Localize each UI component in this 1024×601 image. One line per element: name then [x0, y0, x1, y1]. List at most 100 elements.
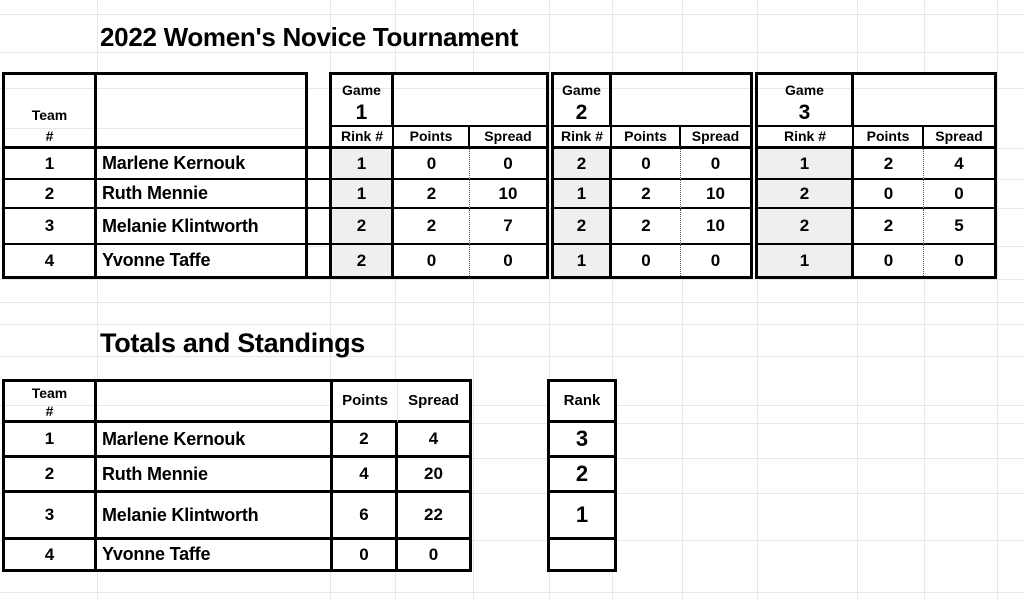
rink-cell: 2	[332, 245, 394, 276]
sheet-gridline-v	[997, 0, 998, 601]
sheet-gridline-v	[330, 0, 331, 601]
sheet-gridline-v	[924, 0, 925, 601]
game-number: 1	[355, 101, 368, 124]
rink-cell: 1	[554, 245, 612, 276]
sheet-gridline-v	[682, 0, 683, 601]
team-header-line2: #	[45, 403, 54, 419]
row-divider-bridge	[308, 178, 329, 180]
player-name-cell: Ruth Mennie	[97, 458, 333, 493]
points-cell: 2	[394, 209, 470, 245]
rink-cell: 2	[554, 209, 612, 245]
spread-column-header: Spread	[470, 127, 546, 149]
rank-cell: 2	[550, 458, 614, 493]
points-cell: 0	[394, 245, 470, 276]
team-number-header: Team #	[5, 75, 97, 149]
player-name-cell: Melanie Klintworth	[97, 493, 333, 540]
team-number-cell: 3	[5, 493, 97, 540]
team-number-cell: 2	[5, 180, 97, 209]
total-spread-cell: 4	[398, 423, 469, 458]
points-cell: 2	[394, 180, 470, 209]
spread-cell: 10	[470, 180, 546, 209]
row-divider-bridge	[308, 276, 329, 279]
player-name-cell: Melanie Klintworth	[97, 209, 305, 245]
game2-blank-header	[612, 75, 750, 127]
spread-cell: 0	[681, 149, 750, 180]
rink-column-header: Rink #	[758, 127, 854, 149]
spread-cell: 10	[681, 209, 750, 245]
points-column-header: Points	[612, 127, 681, 149]
game1-block: Game 1 Rink # Points Spread 1 0 0 1 2 10…	[329, 72, 549, 279]
rank-cell	[550, 540, 614, 569]
rink-cell: 1	[332, 149, 394, 180]
spread-cell: 0	[954, 250, 964, 270]
sheet-gridline-v	[549, 0, 550, 601]
spread-cell: 0	[503, 250, 513, 270]
game-label: Game	[342, 82, 381, 98]
game3-blank-header	[854, 75, 994, 127]
rank-header: Rank	[550, 382, 614, 423]
sheet-gridline-h	[0, 592, 1024, 593]
game-label: Game	[785, 82, 824, 98]
spread-cell: 0	[470, 149, 546, 180]
rink-cell: 2	[332, 209, 394, 245]
rink-cell: 1	[332, 180, 394, 209]
sheet-gridline-v	[473, 0, 474, 601]
team-number-cell: 4	[5, 540, 97, 569]
rink-cell: 2	[758, 209, 854, 245]
total-spread-cell: 20	[398, 458, 469, 493]
team-header-line1: Team	[31, 385, 68, 401]
game2-block: Game 2 Rink # Points Spread 2 0 0 1 2 10…	[551, 72, 753, 279]
game3-block: Game 3 Rink # Points Spread 1 2 4 2 0 0 …	[755, 72, 997, 279]
points-column-header: Points	[394, 127, 470, 149]
rink-cell: 1	[554, 180, 612, 209]
sheet-gridline-v	[757, 0, 758, 601]
spread-column-header: Spread	[924, 127, 994, 149]
row-divider-bridge	[308, 243, 329, 245]
game3-header: Game 3	[758, 75, 854, 127]
total-points-cell: 6	[333, 493, 398, 540]
points-cell: 0	[612, 245, 681, 276]
row-divider-bridge	[308, 146, 329, 149]
game1-blank-header	[394, 75, 546, 127]
totals-section-title: Totals and Standings	[100, 328, 366, 358]
sheet-gridline-h	[0, 405, 1024, 406]
points-cell: 2	[854, 209, 924, 245]
totals-team-header: Team #	[5, 382, 97, 423]
page-title: 2022 Women's Novice Tournament	[100, 22, 519, 52]
spread-cell: 4	[924, 149, 994, 180]
sheet-gridline-v	[612, 0, 613, 601]
spread-cell: 10	[681, 180, 750, 209]
spread-cell: 5	[924, 209, 994, 245]
total-points-cell: 0	[333, 540, 398, 569]
row-divider-bridge	[308, 207, 329, 209]
points-cell: 2	[854, 149, 924, 180]
totals-table: Team # Points Spread 1 Marlene Kernouk 2…	[2, 379, 472, 572]
points-cell: 0	[612, 149, 681, 180]
player-name-cell: Yvonne Taffe	[97, 540, 333, 569]
sheet-gridline-v	[857, 0, 858, 601]
sheet-gridline-h	[0, 458, 1024, 459]
sheet-gridline-v	[97, 0, 98, 601]
points-cell: 0	[854, 245, 924, 276]
sheet-gridline-h	[0, 493, 1024, 494]
totals-spread-header: Spread	[398, 382, 469, 423]
team-number-cell: 4	[5, 245, 97, 276]
name-header-blank	[97, 75, 305, 149]
spread-cell: 0	[924, 180, 994, 209]
game2-header: Game 2	[554, 75, 612, 127]
game-number: 2	[575, 101, 588, 124]
rink-column-header: Rink #	[554, 127, 612, 149]
sheet-gridline-v	[395, 0, 396, 601]
spread-cell: 7	[470, 209, 546, 245]
points-cell: 2	[612, 180, 681, 209]
sheet-gridline-h	[0, 356, 1024, 357]
player-name-cell: Marlene Kernouk	[97, 149, 305, 180]
spread-cell: 0	[710, 250, 721, 270]
totals-points-header: Points	[333, 382, 398, 423]
player-name-cell: Marlene Kernouk	[97, 423, 333, 458]
totals-name-header-blank	[97, 382, 333, 423]
game1-header: Game 1	[332, 75, 394, 127]
points-cell: 0	[394, 149, 470, 180]
sheet-gridline-h	[0, 423, 1024, 424]
